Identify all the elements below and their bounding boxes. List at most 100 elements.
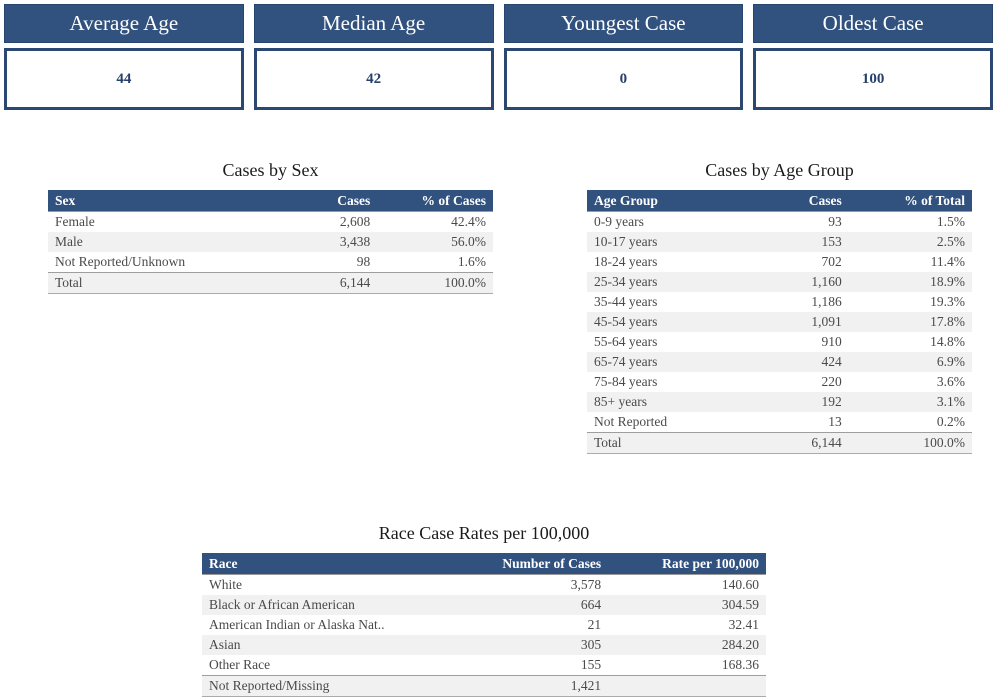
column-header-number-of-cases: Number of Cases [502,556,602,571]
cases-by-age-group-title: Cases by Age Group [705,160,854,180]
cases-by-age-group-section: Cases by Age Group Age Group Cases % of … [587,158,972,454]
table-cell: 168.36 [721,657,759,672]
table-row: 45-54 years 1,091 17.8% [587,312,972,332]
table-cell: 1.5% [936,214,965,229]
table-cell [608,676,766,697]
table-cell: 1,160 [811,274,842,289]
table-row: Total 6,144 100.0% [48,272,493,294]
table-row: Total 6,144 100.0% [587,432,972,454]
cases-by-sex-table: Sex Cases % of Cases Female 2,608 42.4% Mal… [48,190,493,294]
table-cell: Not Reported/Missing [209,678,330,693]
column-header-age-group: Age Group [594,193,658,208]
kpi-card-title: Youngest Case [503,4,744,43]
table-cell: 19.3% [930,294,965,309]
table-cell: 284.20 [721,637,759,652]
table-cell: 75-84 years [594,374,658,389]
table-cell: 192 [821,394,842,409]
table-header-row: Age Group Cases % of Total [587,190,972,212]
kpi-card-title: Median Age [253,4,494,43]
table-cell: 3.1% [936,394,965,409]
table-cell: 17.8% [930,314,965,329]
table-cell: 305 [580,637,602,652]
table-row: Asian 305 284.20 [202,635,766,655]
table-cell: Asian [209,637,241,652]
kpi-card-value: 0 [503,48,744,110]
kpi-card-oldest-case: Oldest Case 100 [753,4,993,110]
table-cell: 3.6% [936,374,965,389]
kpi-card-value: 42 [253,48,494,110]
kpi-card-value: 44 [4,48,244,110]
table-cell: 100.0% [923,435,965,450]
table-cell: 1,421 [570,678,602,693]
table-cell: Total [55,275,83,290]
table-cell: 14.8% [930,334,965,349]
kpi-card-value: 100 [753,48,993,110]
table-cell: Total [594,435,622,450]
table-row: Female 2,608 42.4% [48,212,493,233]
table-row: 25-34 years 1,160 18.9% [587,272,972,292]
table-cell: 42.4% [451,214,486,229]
table-header-row: Race Number of Cases Rate per 100,000 [202,553,766,575]
table-cell: 35-44 years [594,294,658,309]
kpi-card-title: Oldest Case [753,4,993,43]
kpi-cards-row: Average Age 44 Median Age 42 Youngest Ca… [4,4,993,110]
column-header-race: Race [209,556,238,571]
column-header-pct-of-total: % of Total [904,193,965,208]
table-cell: 155 [580,657,602,672]
table-cell: 0.2% [936,414,965,429]
race-case-rates-table: Race Number of Cases Rate per 100,000 Wh… [202,553,766,697]
table-cell: Not Reported/Unknown [55,254,186,269]
cases-by-sex-title: Cases by Sex [222,160,319,180]
table-cell: 93 [828,214,842,229]
table-row: Not Reported/Unknown 98 1.6% [48,252,493,273]
kpi-card-title: Average Age [4,4,244,43]
table-cell: Other Race [209,657,271,672]
column-header-sex: Sex [55,193,76,208]
table-row: 65-74 years 424 6.9% [587,352,972,372]
race-case-rates-title: Race Case Rates per 100,000 [378,523,590,543]
table-header-row: Sex Cases % of Cases [48,190,493,212]
table-cell: 3,578 [570,577,602,592]
table-cell: Female [55,214,95,229]
table-cell: 424 [821,354,842,369]
table-row: 35-44 years 1,186 19.3% [587,292,972,312]
table-cell: 2.5% [936,234,965,249]
table-row: Not Reported 13 0.2% [587,412,972,433]
column-header-cases: Cases [337,193,371,208]
kpi-card-average-age: Average Age 44 [4,4,244,110]
table-cell: 3,438 [339,234,371,249]
table-cell: 664 [580,597,602,612]
table-row: American Indian or Alaska Nat.. 21 32.41 [202,615,766,635]
table-row: Not Reported/Missing 1,421 [202,675,766,697]
table-row: 85+ years 192 3.1% [587,392,972,412]
table-cell: 153 [821,234,842,249]
table-row: Male 3,438 56.0% [48,232,493,252]
table-row: 10-17 years 153 2.5% [587,232,972,252]
table-cell: 220 [821,374,842,389]
table-row: 55-64 years 910 14.8% [587,332,972,352]
table-cell: 100.0% [444,275,486,290]
table-cell: 0-9 years [594,214,644,229]
table-row: White 3,578 140.60 [202,575,766,596]
column-header-rate-per-100000: Rate per 100,000 [662,556,759,571]
table-row: Other Race 155 168.36 [202,655,766,676]
table-cell: 1.6% [457,254,486,269]
table-cell: 10-17 years [594,234,658,249]
table-cell: 2,608 [339,214,371,229]
table-row: Black or African American 664 304.59 [202,595,766,615]
race-case-rates-section: Race Case Rates per 100,000 Race Number … [202,521,766,697]
table-cell: 18-24 years [594,254,658,269]
table-cell: 6.9% [936,354,965,369]
table-cell: 6,144 [339,275,371,290]
table-cell: 18.9% [930,274,965,289]
cases-by-age-group-table: Age Group Cases % of Total 0-9 years 93 1.… [587,190,972,454]
table-cell: Not Reported [594,414,668,429]
table-cell: Black or African American [209,597,355,612]
cases-by-sex-section: Cases by Sex Sex Cases % of Cases Female… [48,158,493,294]
table-cell: 21 [587,617,602,632]
table-cell: 304.59 [721,597,759,612]
table-cell: 11.4% [930,254,965,269]
table-cell: 910 [821,334,842,349]
kpi-card-median-age: Median Age 42 [253,4,494,110]
table-cell: 702 [821,254,842,269]
